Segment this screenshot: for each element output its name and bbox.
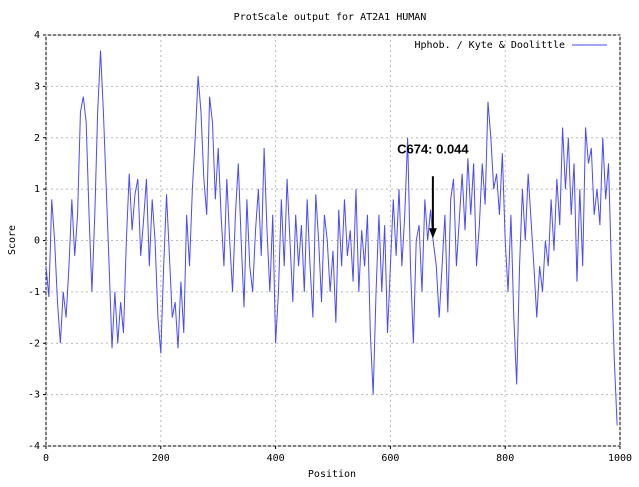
y-tick-label: 3 bbox=[34, 81, 40, 92]
y-tick-label: 0 bbox=[34, 236, 40, 247]
annotation-label: C674: 0.044 bbox=[397, 142, 469, 157]
y-axis-label: Score bbox=[7, 225, 18, 255]
y-tick-label: 4 bbox=[34, 30, 40, 41]
chart-title: ProtScale output for AT2A1 HUMAN bbox=[234, 12, 427, 23]
data-line bbox=[45, 50, 618, 426]
y-tick-label: -1 bbox=[28, 287, 40, 298]
x-axis-label: Position bbox=[308, 469, 356, 480]
y-tick-label: -3 bbox=[28, 390, 40, 401]
y-tick-label: 2 bbox=[34, 133, 40, 144]
x-tick-label: 200 bbox=[152, 453, 170, 464]
y-tick-label: 1 bbox=[34, 184, 40, 195]
y-tick-label: -2 bbox=[28, 338, 40, 349]
y-tick-label: -4 bbox=[28, 441, 40, 452]
x-tick-label: 400 bbox=[267, 453, 285, 464]
x-tick-label: 600 bbox=[381, 453, 399, 464]
x-tick-label: 0 bbox=[43, 453, 49, 464]
annotation-arrowhead bbox=[428, 228, 437, 239]
x-tick-label: 1000 bbox=[608, 453, 632, 464]
x-tick-label: 800 bbox=[496, 453, 514, 464]
legend-label: Hphob. / Kyte & Doolittle bbox=[414, 40, 565, 51]
